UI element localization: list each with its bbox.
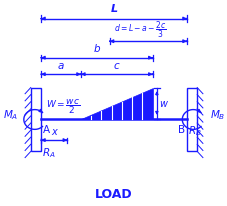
- Text: $d = L - a - \dfrac{2c}{3}$: $d = L - a - \dfrac{2c}{3}$: [114, 19, 166, 40]
- Text: B: B: [177, 125, 184, 135]
- Text: LOAD: LOAD: [95, 188, 132, 201]
- Polygon shape: [81, 88, 152, 119]
- Text: w: w: [159, 98, 167, 109]
- Text: c: c: [114, 61, 119, 71]
- Text: $R_A$: $R_A$: [42, 146, 56, 160]
- Text: A: A: [43, 125, 50, 135]
- Text: b: b: [93, 44, 100, 54]
- Text: L: L: [110, 4, 117, 14]
- Text: x: x: [51, 127, 57, 137]
- Text: a: a: [58, 61, 64, 71]
- Text: $W = \dfrac{wc}{2}$: $W = \dfrac{wc}{2}$: [46, 97, 80, 116]
- Text: $R_B$: $R_B$: [187, 125, 201, 138]
- Text: $M_A$: $M_A$: [3, 109, 18, 122]
- Text: $M_B$: $M_B$: [209, 109, 224, 122]
